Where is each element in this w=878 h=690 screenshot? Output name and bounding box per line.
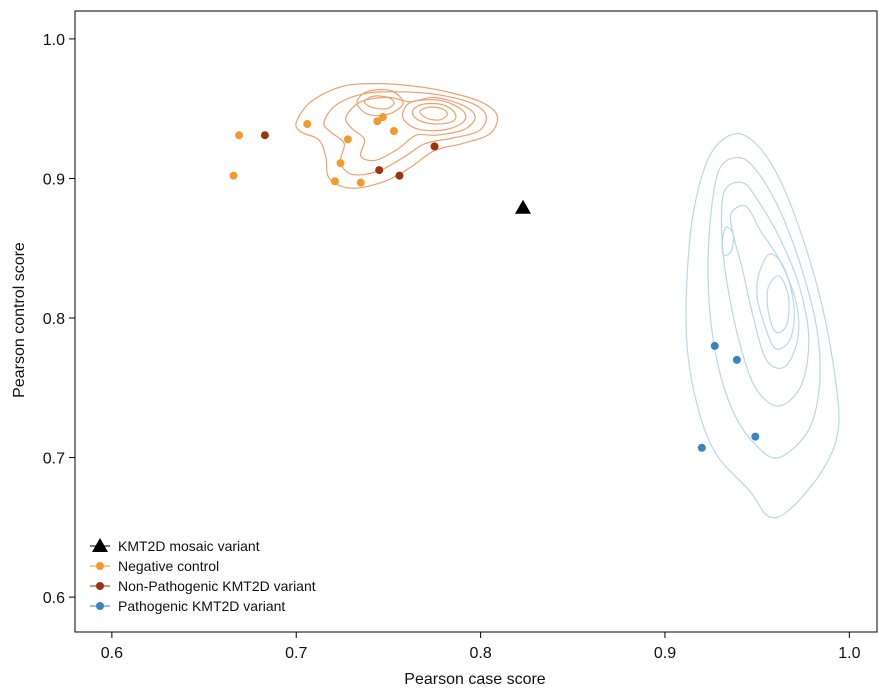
negative-control-point-6 — [330, 177, 339, 186]
pathogenic-kmt2d-variant-contour-2 — [707, 156, 821, 459]
x-tick-label: 0.8 — [469, 645, 491, 662]
negative-control-point-1 — [235, 131, 244, 140]
non-pathogenic-kmt2d-variant-point-3 — [395, 171, 404, 180]
pathogenic-kmt2d-variant-point-2 — [732, 355, 741, 364]
x-tick-label: 1.0 — [838, 645, 860, 662]
negative-control-point-5 — [336, 159, 345, 168]
legend-marker — [92, 538, 108, 552]
negative-control-contour-1 — [295, 82, 499, 189]
pathogenic-kmt2d-variant-point-4 — [697, 443, 706, 452]
negative-control-contour-4 — [401, 99, 467, 132]
x-tick-label: 0.7 — [285, 645, 307, 662]
pathogenic-kmt2d-variant-point-1 — [710, 341, 719, 350]
pathogenic-kmt2d-variant-contour-6 — [766, 275, 790, 334]
pathogenic-kmt2d-variant-point-3 — [751, 432, 760, 441]
plot-frame — [74, 10, 878, 633]
negative-control-point-2 — [229, 171, 238, 180]
y-tick-label: 0.9 — [43, 171, 65, 188]
negative-control-point-9 — [378, 113, 387, 122]
legend-label: KMT2D mosaic variant — [118, 538, 260, 554]
y-tick-label: 0.8 — [43, 311, 65, 328]
kmt2d-mosaic-variant-point-1 — [515, 199, 532, 214]
non-pathogenic-kmt2d-variant-point-2 — [375, 166, 384, 175]
legend-label: Non-Pathogenic KMT2D variant — [118, 578, 316, 594]
x-tick-label: 0.6 — [101, 645, 123, 662]
legend-label: Negative control — [118, 558, 219, 574]
pathogenic-kmt2d-variant-contour-4 — [729, 204, 800, 369]
legend-marker — [96, 602, 104, 610]
negative-control-contour-7 — [363, 95, 395, 110]
legend-item-non-pathogenic-kmt2d-variant: Non-Pathogenic KMT2D variant — [90, 578, 316, 594]
negative-control-point-10 — [389, 127, 398, 136]
legend: KMT2D mosaic variant Negative control Non-… — [90, 538, 316, 614]
negative-control-contour-2 — [323, 91, 487, 176]
data-points — [229, 113, 760, 452]
negative-control-point-4 — [343, 135, 352, 144]
negative-control-contour-8 — [356, 88, 404, 117]
x-axis-ticks: 0.6 0.7 0.8 0.9 1.0 — [101, 632, 861, 662]
legend-item-kmt2d-mosaic-variant: KMT2D mosaic variant — [90, 538, 260, 554]
negative-control-contour-6 — [419, 106, 449, 121]
y-axis-label: Pearson control score — [11, 242, 28, 398]
pathogenic-kmt2d-variant-contour-1 — [685, 132, 840, 519]
y-tick-label: 0.7 — [43, 451, 65, 468]
y-tick-label: 0.6 — [43, 590, 65, 607]
negative-control-contour-5 — [411, 102, 457, 125]
legend-item-pathogenic-kmt2d-variant: Pathogenic KMT2D variant — [90, 598, 285, 614]
pathogenic-kmt2d-variant-contour-7 — [721, 226, 735, 257]
y-axis-ticks: 0.6 0.7 0.8 0.9 1.0 — [43, 32, 75, 607]
legend-marker — [96, 582, 104, 590]
legend-item-negative-control: Negative control — [90, 558, 219, 574]
legend-marker — [96, 562, 104, 570]
negative-control-point-3 — [303, 120, 312, 129]
x-axis-label: Pearson case score — [404, 671, 546, 688]
non-pathogenic-kmt2d-variant-point-4 — [430, 142, 439, 151]
y-tick-label: 1.0 — [43, 32, 65, 49]
pathogenic-kmt2d-variant-contour-3 — [720, 181, 810, 407]
negative-control-point-7 — [356, 178, 365, 187]
x-tick-label: 0.9 — [654, 645, 676, 662]
pathogenic-kmt2d-variant-contour-5 — [756, 253, 795, 350]
legend-label: Pathogenic KMT2D variant — [118, 598, 285, 614]
non-pathogenic-kmt2d-variant-point-1 — [260, 131, 269, 140]
negative-control-point-8 — [373, 117, 382, 126]
negative-control-contour-3 — [345, 96, 476, 162]
density-contours — [295, 82, 840, 519]
